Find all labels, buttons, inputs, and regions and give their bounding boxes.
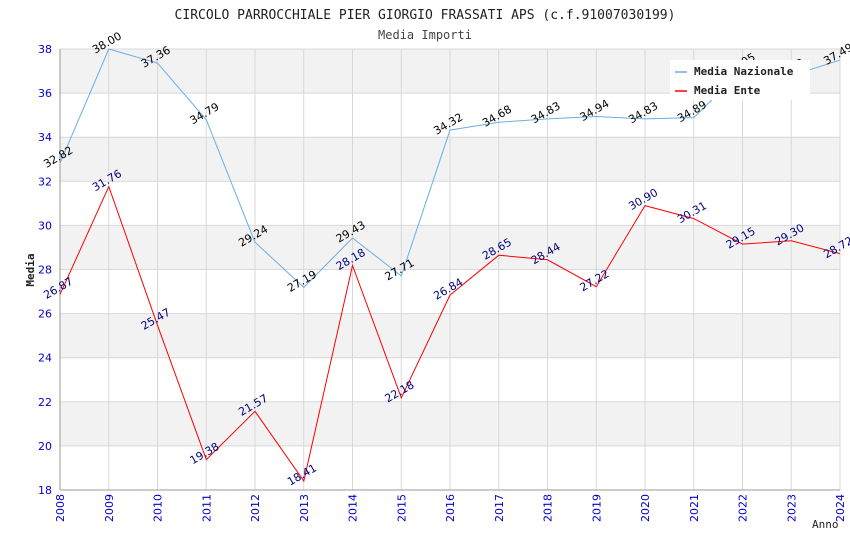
data-label: 34.68 bbox=[480, 103, 514, 130]
x-tick-label: 2010 bbox=[152, 494, 165, 522]
chart-title: CIRCOLO PARROCCHIALE PIER GIORGIO FRASSA… bbox=[175, 8, 676, 23]
x-tick-label: 2019 bbox=[590, 494, 603, 522]
x-tick-label: 2022 bbox=[737, 494, 750, 522]
x-tick-label: 2018 bbox=[542, 494, 555, 522]
y-tick-labels: 18 20 22 24 26 28 30 32 34 36 38 bbox=[38, 43, 52, 497]
data-label: 34.89 bbox=[675, 98, 709, 125]
x-tick-label: 2011 bbox=[200, 494, 213, 522]
data-label: 30.31 bbox=[675, 199, 709, 226]
y-tick-label: 30 bbox=[38, 219, 52, 232]
data-label: 26.87 bbox=[41, 275, 75, 302]
data-label: 22.18 bbox=[383, 378, 417, 405]
series-line-ente bbox=[59, 185, 841, 483]
x-tick-label: 2021 bbox=[688, 494, 701, 522]
data-label: 18.41 bbox=[285, 461, 319, 488]
series-line-nazionale bbox=[59, 48, 841, 289]
x-tick-label: 2020 bbox=[639, 494, 652, 522]
x-tick-label: 2009 bbox=[103, 494, 116, 522]
chart-subtitle: Media Importi bbox=[378, 28, 472, 42]
x-tick-label: 2017 bbox=[493, 494, 506, 522]
legend: Media Nazionale Media Ente bbox=[670, 60, 810, 100]
y-tick-label: 28 bbox=[38, 264, 52, 277]
series-lines bbox=[59, 48, 841, 483]
data-label: 34.83 bbox=[626, 99, 660, 126]
data-label: 34.32 bbox=[431, 111, 465, 138]
x-tick-label: 2015 bbox=[395, 494, 408, 522]
y-tick-label: 32 bbox=[38, 175, 52, 188]
data-label: 34.83 bbox=[529, 99, 563, 126]
legend-box bbox=[670, 60, 810, 100]
x-tick-label: 2016 bbox=[444, 494, 457, 522]
y-tick-label: 26 bbox=[38, 308, 52, 321]
y-tick-label: 34 bbox=[38, 131, 52, 144]
y-tick-label: 38 bbox=[38, 43, 52, 56]
y-tick-label: 24 bbox=[38, 352, 52, 365]
data-label: 34.94 bbox=[578, 97, 612, 124]
x-tick-label: 2024 bbox=[834, 494, 847, 522]
x-tick-labels: 2008 2009 2010 2011 2012 2013 2014 2015 2016 2017… bbox=[54, 494, 847, 522]
x-tick-label: 2023 bbox=[785, 494, 798, 522]
x-tick-label: 2013 bbox=[298, 494, 311, 522]
y-tick-label: 36 bbox=[38, 87, 52, 100]
data-label: 27.19 bbox=[285, 268, 319, 295]
x-tick-label: 2014 bbox=[347, 494, 360, 522]
data-label: 27.22 bbox=[578, 267, 612, 294]
x-tick-label: 2012 bbox=[249, 494, 262, 522]
axes bbox=[59, 49, 840, 491]
x-axis-label: Anno bbox=[812, 518, 839, 531]
grid-lines bbox=[59, 48, 841, 491]
legend-label-nazionale: Media Nazionale bbox=[694, 65, 794, 78]
legend-label-ente: Media Ente bbox=[694, 84, 761, 97]
y-tick-label: 22 bbox=[38, 396, 52, 409]
y-tick-label: 20 bbox=[38, 440, 52, 453]
x-tick-label: 2008 bbox=[54, 494, 67, 522]
y-tick-label: 18 bbox=[38, 484, 52, 497]
y-axis-label: Media bbox=[24, 253, 37, 286]
